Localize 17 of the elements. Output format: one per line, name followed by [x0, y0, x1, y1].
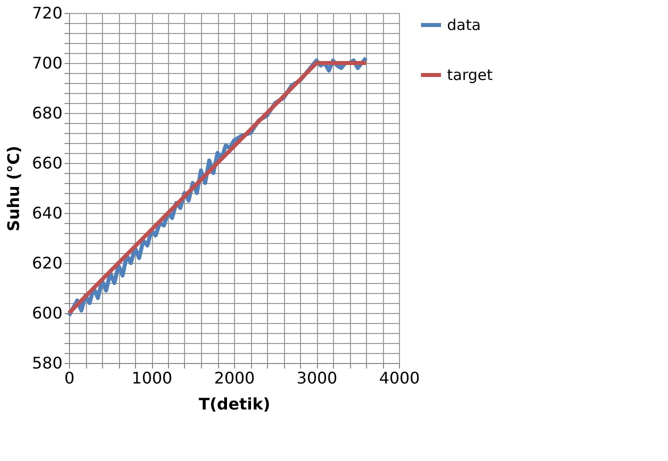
y-tick-label: 680	[32, 104, 62, 122]
x-tick-label: 4000	[379, 368, 420, 388]
legend-label: data	[447, 16, 481, 34]
x-axis-title: T(detik)	[198, 394, 270, 414]
y-tick-label: 720	[32, 4, 62, 22]
y-tick-label: 660	[32, 154, 62, 172]
y-tick-label: 620	[32, 254, 62, 272]
x-tick-label: 3000	[296, 368, 338, 388]
x-tick-label: 0	[64, 368, 75, 388]
y-tick-label: 640	[32, 204, 62, 222]
y-tick-label: 600	[32, 304, 62, 322]
legend-label: target	[447, 66, 493, 84]
y-tick-label: 580	[32, 354, 62, 372]
y-axis-title: Suhu (°C)	[4, 146, 23, 232]
x-tick-label: 2000	[214, 368, 255, 388]
y-tick-label: 700	[32, 54, 62, 72]
x-tick-label: 1000	[132, 368, 172, 388]
